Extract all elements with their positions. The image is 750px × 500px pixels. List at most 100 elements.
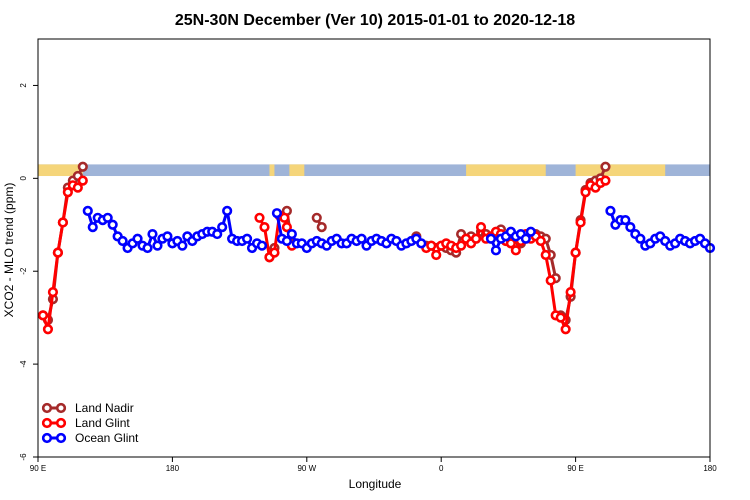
ocean-glint-point	[635, 233, 646, 244]
land-glint-point	[77, 175, 88, 186]
ocean-glint-point	[520, 233, 531, 244]
land-glint-point	[42, 324, 54, 335]
y-tick-label: -6	[19, 453, 28, 461]
land-band	[269, 164, 275, 177]
legend-marker-ocean-glint	[55, 432, 67, 444]
ocean-glint-point	[212, 228, 223, 240]
land-band	[575, 164, 666, 177]
ocean-glint-point	[152, 240, 163, 251]
land-glint-point	[426, 240, 437, 251]
ocean-glint-point	[605, 205, 616, 216]
land-glint-point	[540, 249, 551, 261]
ocean-glint-point	[87, 222, 98, 233]
land-glint-point	[510, 245, 521, 256]
ocean-glint-point	[416, 238, 427, 249]
ocean-glint-point	[271, 208, 283, 219]
land-glint-point	[62, 187, 73, 198]
ocean-glint-point	[525, 226, 536, 237]
land-glint-point	[254, 212, 265, 223]
land-glint-point	[52, 247, 64, 258]
land-glint-point	[281, 222, 292, 233]
plot-frame	[37, 38, 711, 458]
ocean-glint-point	[217, 222, 228, 233]
series-land-glint	[37, 175, 611, 335]
land-glint-point	[470, 233, 482, 244]
y-tick-label: -2	[19, 267, 28, 275]
series-layer	[37, 161, 716, 335]
x-tick-label: 180	[703, 464, 717, 473]
ocean-glint-point	[485, 233, 497, 244]
land-glint-point	[456, 240, 467, 251]
ocean-glint-point	[241, 233, 253, 244]
ocean-glint-point	[107, 219, 118, 230]
ocean-glint-point	[162, 231, 173, 242]
land-glint-point	[565, 287, 576, 298]
land-glint-point	[259, 222, 270, 233]
land-glint-point	[37, 310, 49, 321]
land-glint-point	[600, 175, 611, 186]
ocean-glint-point	[82, 205, 93, 216]
x-tick-label: 90 E	[30, 464, 46, 473]
land-glint-point	[269, 247, 280, 258]
ocean-glint-point	[222, 205, 233, 216]
land-nadir-point	[311, 212, 322, 223]
land-glint-point	[575, 217, 586, 228]
land-ocean-mask	[38, 164, 710, 177]
y-tick-label: -4	[19, 360, 28, 368]
ocean-glint-point	[620, 215, 631, 226]
chart-title: 25N-30N December (Ver 10) 2015-01-01 to …	[175, 12, 575, 29]
x-tick-label: 90 E	[567, 464, 583, 473]
legend-label-land-nadir: Land Nadir	[75, 401, 134, 415]
y-tick-label: 0	[19, 176, 28, 181]
x-axis-label: Longitude	[349, 477, 402, 491]
legend-marker-land-nadir	[55, 402, 67, 414]
land-glint-point	[279, 212, 290, 223]
land-glint-point	[560, 324, 571, 335]
land-glint-point	[431, 249, 442, 261]
land-nadir-point	[316, 222, 327, 233]
land-glint-point	[505, 238, 516, 249]
ocean-band	[38, 164, 710, 177]
land-glint-point	[72, 182, 83, 193]
y-tick-label: 2	[19, 83, 28, 88]
x-tick-label: 0	[439, 464, 444, 473]
ocean-glint-point	[281, 235, 292, 247]
legend-label-ocean-glint: Ocean Glint	[75, 431, 139, 445]
ocean-glint-point	[625, 222, 636, 233]
x-tick-label: 180	[166, 464, 180, 473]
ocean-glint-point	[147, 228, 158, 240]
ocean-glint-point	[102, 212, 113, 223]
land-glint-point	[555, 312, 566, 323]
land-band	[38, 164, 83, 177]
ocean-glint-point	[142, 242, 153, 254]
land-glint-point	[545, 275, 556, 286]
land-nadir-point	[600, 161, 611, 172]
land-nadir-point	[77, 161, 88, 172]
x-tick-label: 90 W	[297, 464, 316, 473]
land-glint-line	[41, 179, 85, 331]
legend-label-land-glint: Land Glint	[75, 416, 130, 430]
land-glint-point	[580, 187, 591, 198]
y-axis: 2 0 -2 -4 -6	[19, 83, 38, 461]
series-ocean-glint	[82, 205, 716, 256]
land-band	[466, 164, 546, 177]
land-glint-point	[570, 247, 581, 258]
ocean-glint-point	[177, 240, 188, 251]
legend-marker-land-glint	[41, 417, 53, 429]
ocean-glint-point	[490, 245, 502, 256]
land-glint-point	[47, 287, 59, 298]
legend-marker-land-nadir	[41, 402, 53, 414]
legend-marker-ocean-glint	[41, 432, 53, 444]
x-axis: 90 E 180 90 W 0 90 E 180	[30, 457, 717, 473]
legend-marker-land-glint	[55, 417, 67, 429]
ocean-glint-point	[132, 233, 143, 244]
land-glint-point	[535, 235, 546, 247]
y-axis-label: XCO2 - MLO trend (ppm)	[2, 183, 16, 318]
land-band	[289, 164, 305, 177]
land-glint-line	[559, 179, 607, 331]
ocean-glint-point	[286, 228, 297, 240]
land-glint-point	[57, 217, 68, 228]
ocean-glint-point	[256, 240, 268, 251]
